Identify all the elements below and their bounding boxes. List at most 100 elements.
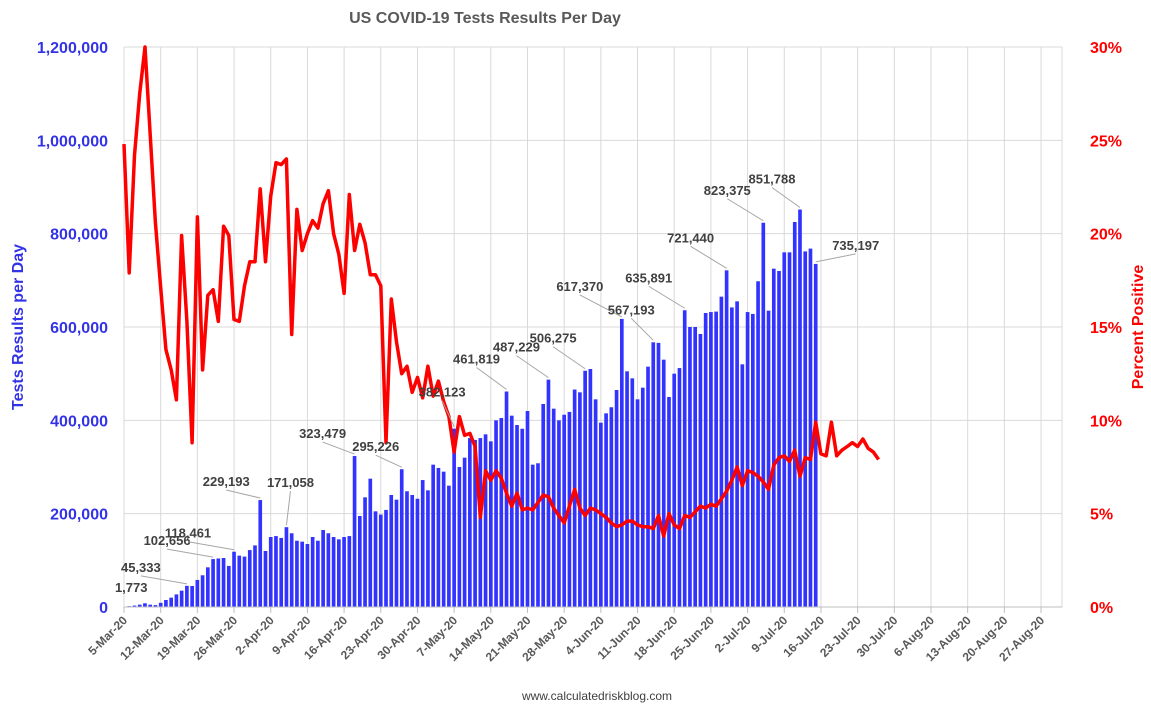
bar [761,222,766,607]
bar [452,428,456,607]
bar [331,537,336,607]
bar [808,248,813,607]
bar [300,541,305,607]
bar [619,318,624,607]
bar [509,415,514,607]
bar [394,499,399,607]
bar [630,378,635,607]
bar [357,516,362,607]
x-tick-label: 2-Apr-20 [233,613,278,658]
bar [777,271,781,607]
bar [206,567,210,607]
y-tick-label-right: 25% [1090,133,1122,150]
data-label: 721,440 [667,230,714,245]
bar [211,559,215,607]
bar [347,536,352,607]
bar [787,252,792,608]
bar [405,491,409,607]
bar [253,545,257,607]
bar [410,495,415,607]
bar [562,414,567,607]
y-tick-label-right: 15% [1090,320,1122,337]
data-label-leader [648,285,685,309]
bar [745,312,750,607]
bar [447,485,451,607]
y-tick-label-right: 0% [1090,600,1113,617]
data-label: 171,058 [267,475,314,490]
bar [436,467,441,607]
data-label: 851,788 [748,171,795,186]
bar [426,490,430,607]
data-label-leader [226,489,261,499]
data-label: 567,193 [608,302,655,317]
bar [473,439,477,607]
y-tick-label-left: 0 [99,600,108,617]
bar [766,310,771,607]
bar [321,530,325,607]
bar [771,268,776,607]
data-label: 323,479 [299,426,346,441]
data-label-leader [771,187,801,208]
bar [137,604,142,607]
bar [179,590,184,607]
bar [378,514,383,607]
bar [289,533,294,607]
bar [399,469,404,607]
data-label-leader [441,400,455,427]
bar [792,222,797,607]
bar [709,312,713,607]
data-label-leader [187,541,235,551]
data-label: 1,773 [115,580,148,595]
y-tick-label-left: 800,000 [50,227,108,244]
bar [730,307,734,607]
y-tick-label-left: 1,200,000 [37,40,108,57]
bar [703,313,708,607]
bar [274,536,278,607]
bar [190,586,194,607]
bar [677,368,682,607]
data-label-leader [690,245,727,269]
bar [646,366,650,607]
bar [578,392,582,607]
bar [373,511,378,607]
bar [158,602,163,607]
bar [719,296,724,607]
data-label-leader [727,198,764,222]
bar [813,263,818,607]
bar [420,480,425,607]
bar [174,594,179,607]
bar [483,434,488,607]
bar [431,464,436,607]
data-label: 735,197 [832,238,879,253]
bar [494,420,498,607]
bar [143,603,147,607]
data-label-leader [476,367,507,390]
y-tick-label-right: 20% [1090,227,1122,244]
bar [295,540,299,607]
data-label-leader [166,548,214,558]
bar [363,497,367,607]
bar [342,537,346,607]
bar [316,540,320,607]
bar [520,428,525,607]
bar [216,558,221,607]
bar [688,327,692,607]
bar [588,369,593,607]
y-tick-label-left: 600,000 [50,320,108,337]
bar [682,310,687,607]
data-label: 617,370 [556,279,603,294]
bar [441,471,446,607]
data-label-leader [579,294,623,318]
data-label: 295,226 [352,439,399,454]
bar [724,270,729,607]
bar [661,359,666,607]
bar [635,399,640,607]
bar [614,390,619,607]
bar [258,500,263,607]
data-label-leader [140,575,187,585]
bar [185,585,189,607]
grid [123,46,1063,608]
bar [803,251,808,607]
y-tick-label-left: 200,000 [50,507,108,524]
